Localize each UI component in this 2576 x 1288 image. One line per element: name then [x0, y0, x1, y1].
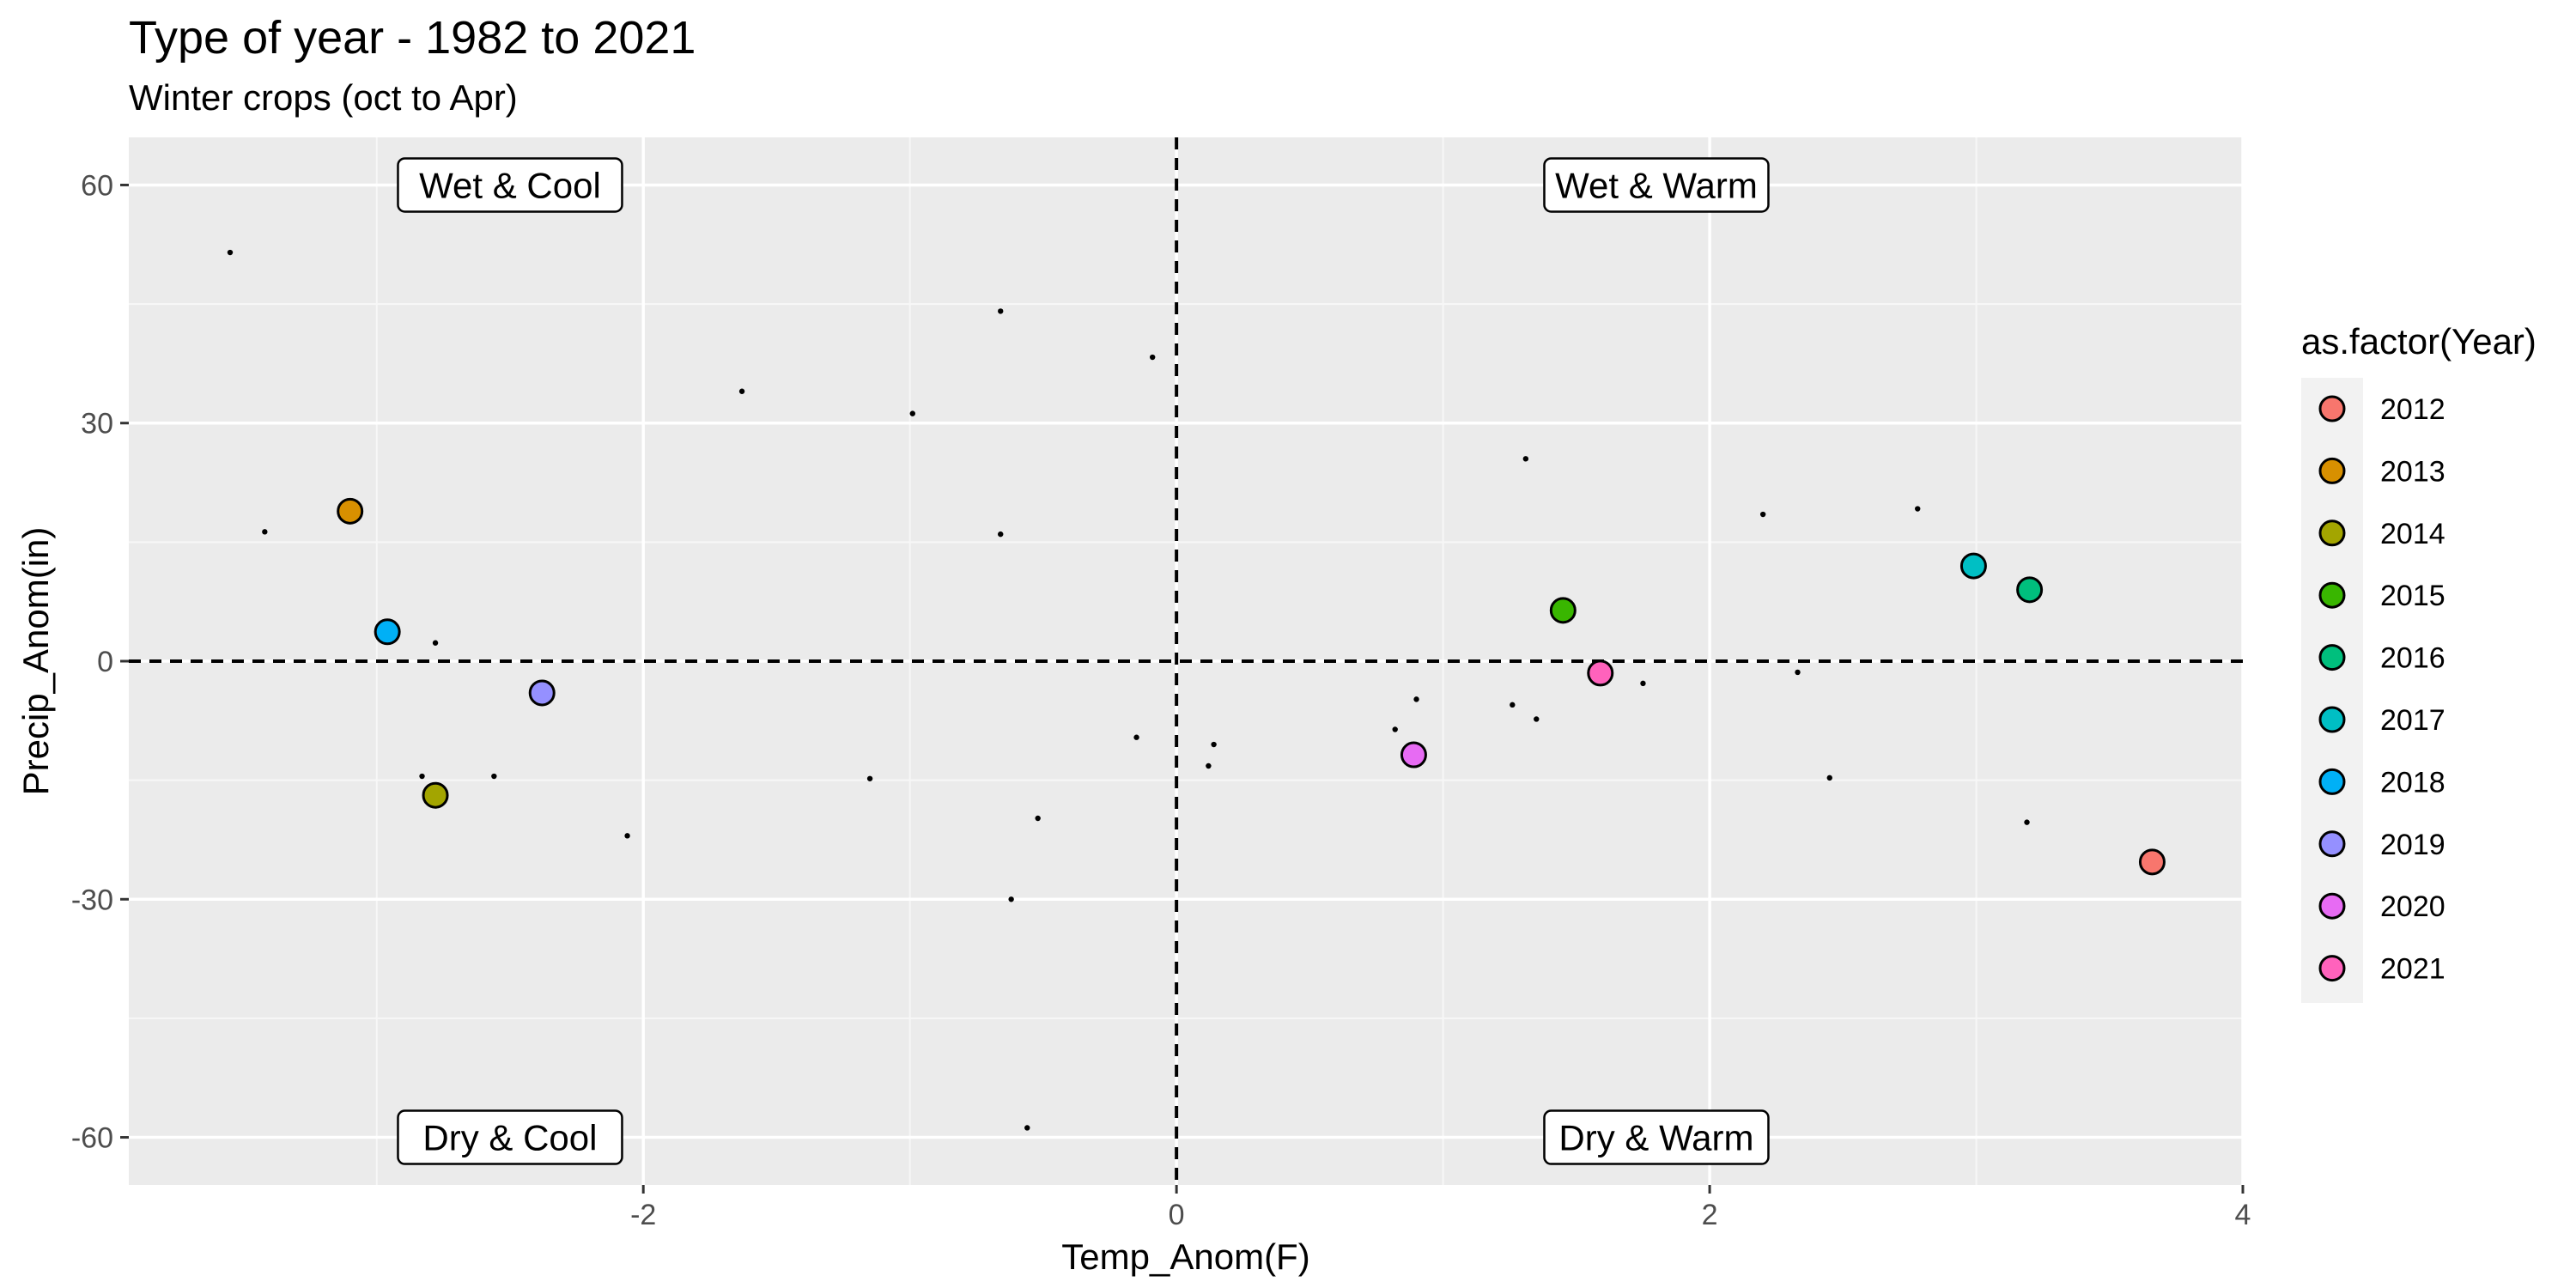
quadrant-label: Wet & Cool [397, 157, 623, 213]
quadrant-label: Dry & Cool [397, 1109, 623, 1165]
background-point [738, 388, 745, 394]
y-tick-label: -60 [71, 1122, 113, 1155]
point-2018 [374, 618, 401, 646]
chart-title: Type of year - 1982 to 2021 [129, 12, 696, 64]
background-point [262, 529, 268, 535]
background-point [432, 640, 439, 646]
point-2020 [1400, 741, 1427, 769]
background-point [1206, 762, 1212, 769]
legend-label: 2012 [2380, 393, 2445, 426]
reference-lines [129, 137, 2243, 1185]
background-point [1392, 726, 1398, 732]
background-point [1759, 511, 1766, 518]
legend-label: 2018 [2380, 766, 2445, 799]
quadrant-label-box [397, 1109, 623, 1165]
legend-key-2015 [2318, 581, 2346, 609]
background-point [1149, 354, 1156, 361]
quadrant-label-text: Dry & Cool [422, 1118, 597, 1158]
legend-label: 2015 [2380, 580, 2445, 612]
legend-label: 2019 [2380, 829, 2445, 861]
background-point [491, 773, 497, 780]
background-point [2024, 819, 2030, 825]
x-tick-label: 0 [1169, 1199, 1185, 1231]
legend: as.factor(Year) 2012 2013 2014 2015 2016 2017… [2301, 321, 2537, 1003]
background-point [1826, 775, 1832, 781]
legend-key-2020 [2318, 892, 2346, 920]
year-points [337, 497, 2166, 876]
legend-key-2014 [2318, 519, 2346, 547]
legend-key-2017 [2318, 706, 2346, 733]
background-point [998, 531, 1004, 538]
quadrant-label-box [1543, 157, 1770, 213]
background-point [909, 410, 915, 416]
y-axis: -60 -30 0 30 60 [71, 169, 129, 1155]
background-point [998, 308, 1004, 314]
y-tick-label: 60 [81, 169, 113, 202]
background-point [1534, 716, 1540, 722]
quadrant-labels: Wet & Cool Wet & Warm Dry & Cool Dry & Warm [397, 157, 1770, 1165]
legend-label: 2020 [2380, 890, 2445, 923]
background-point [1640, 680, 1646, 687]
point-2014 [422, 781, 449, 809]
point-2021 [1587, 659, 1614, 687]
point-2015 [1549, 597, 1577, 624]
background-point [227, 249, 234, 256]
x-axis: -2 0 2 4 [630, 1185, 2251, 1231]
legend-title: as.factor(Year) [2301, 321, 2537, 361]
legend-label: 2013 [2380, 455, 2445, 488]
legend-key-2012 [2318, 395, 2346, 422]
y-tick-label: -30 [71, 884, 113, 916]
y-tick-label: 30 [81, 408, 113, 440]
point-2017 [1959, 552, 1987, 580]
background-point [1413, 696, 1419, 702]
background-point [419, 773, 425, 780]
legend-label: 2021 [2380, 953, 2445, 986]
quadrant-label-text: Wet & Cool [419, 165, 601, 205]
x-tick-label: 2 [1702, 1199, 1718, 1231]
background-point [1133, 734, 1139, 740]
background-point [1522, 456, 1529, 462]
background-point [1008, 896, 1014, 902]
legend-key-2018 [2318, 768, 2346, 795]
background-point [624, 833, 630, 839]
legend-label: 2014 [2380, 518, 2445, 550]
point-2012 [2138, 848, 2166, 876]
background-point [1035, 815, 1041, 822]
background-point [1795, 669, 1801, 676]
legend-key-2021 [2318, 955, 2346, 982]
legend-key-2013 [2318, 457, 2346, 484]
background-point [1024, 1125, 1030, 1131]
quadrant-label: Dry & Warm [1543, 1109, 1770, 1165]
quadrant-label-box [1543, 1109, 1770, 1165]
quadrant-label-box [397, 157, 623, 213]
point-2019 [528, 679, 556, 707]
y-tick-label: 0 [97, 646, 113, 678]
quadrant-label-text: Wet & Warm [1555, 165, 1758, 205]
background-points [227, 249, 2030, 1131]
quadrant-label-text: Dry & Warm [1558, 1118, 1753, 1158]
background-point [1915, 506, 1921, 512]
legend-key-2016 [2318, 644, 2346, 671]
x-axis-title: Temp_Anom(F) [1061, 1236, 1309, 1277]
background-point [1510, 702, 1516, 708]
legend-label: 2016 [2380, 642, 2445, 675]
x-tick-label: -2 [630, 1199, 656, 1231]
legend-label: 2017 [2380, 704, 2445, 737]
chart-subtitle: Winter crops (oct to Apr) [129, 77, 518, 118]
x-tick-label: 4 [2235, 1199, 2251, 1231]
legend-key-2019 [2318, 830, 2346, 858]
point-2013 [337, 497, 364, 525]
y-axis-title: Precip_Anom(in) [15, 527, 56, 796]
quadrant-label: Wet & Warm [1543, 157, 1770, 213]
point-2016 [2016, 576, 2044, 604]
background-point [866, 775, 873, 781]
background-point [1211, 741, 1217, 748]
